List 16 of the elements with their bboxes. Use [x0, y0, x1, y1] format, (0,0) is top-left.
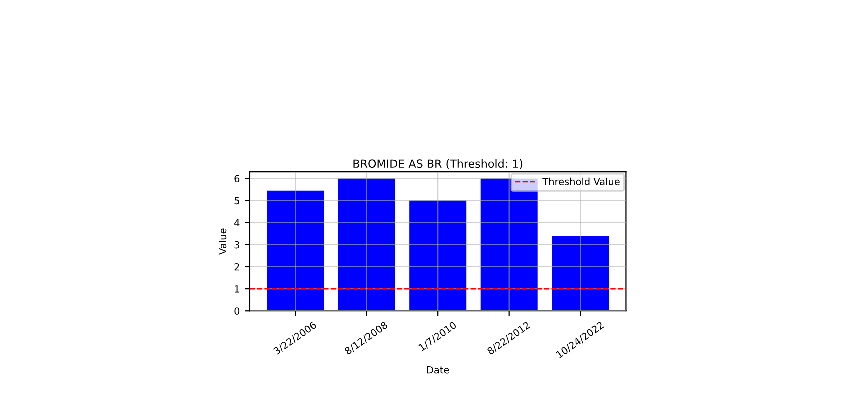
y-tick-label: 3: [234, 241, 240, 249]
y-axis-title: Value: [219, 228, 227, 255]
bar: [267, 190, 324, 312]
bar: [552, 236, 610, 312]
legend-label: Threshold Value: [542, 178, 620, 186]
y-tick-label: 5: [234, 197, 240, 205]
y-tick-label: 2: [234, 263, 240, 271]
y-tick-label: 6: [234, 175, 240, 183]
y-tick-label: 4: [234, 219, 240, 227]
bar: [338, 178, 396, 312]
bar: [480, 178, 538, 312]
y-tick-label: 0: [234, 308, 240, 315]
y-tick-label: 1: [235, 286, 240, 293]
x-axis-title: Date: [427, 366, 450, 374]
chart-title: BROMIDE AS BR (Threshold: 1): [354, 159, 523, 170]
bar: [410, 200, 467, 312]
